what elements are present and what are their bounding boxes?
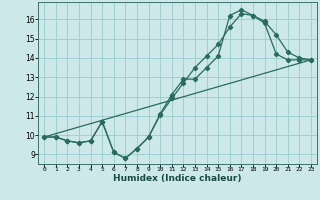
X-axis label: Humidex (Indice chaleur): Humidex (Indice chaleur) [113, 174, 242, 183]
